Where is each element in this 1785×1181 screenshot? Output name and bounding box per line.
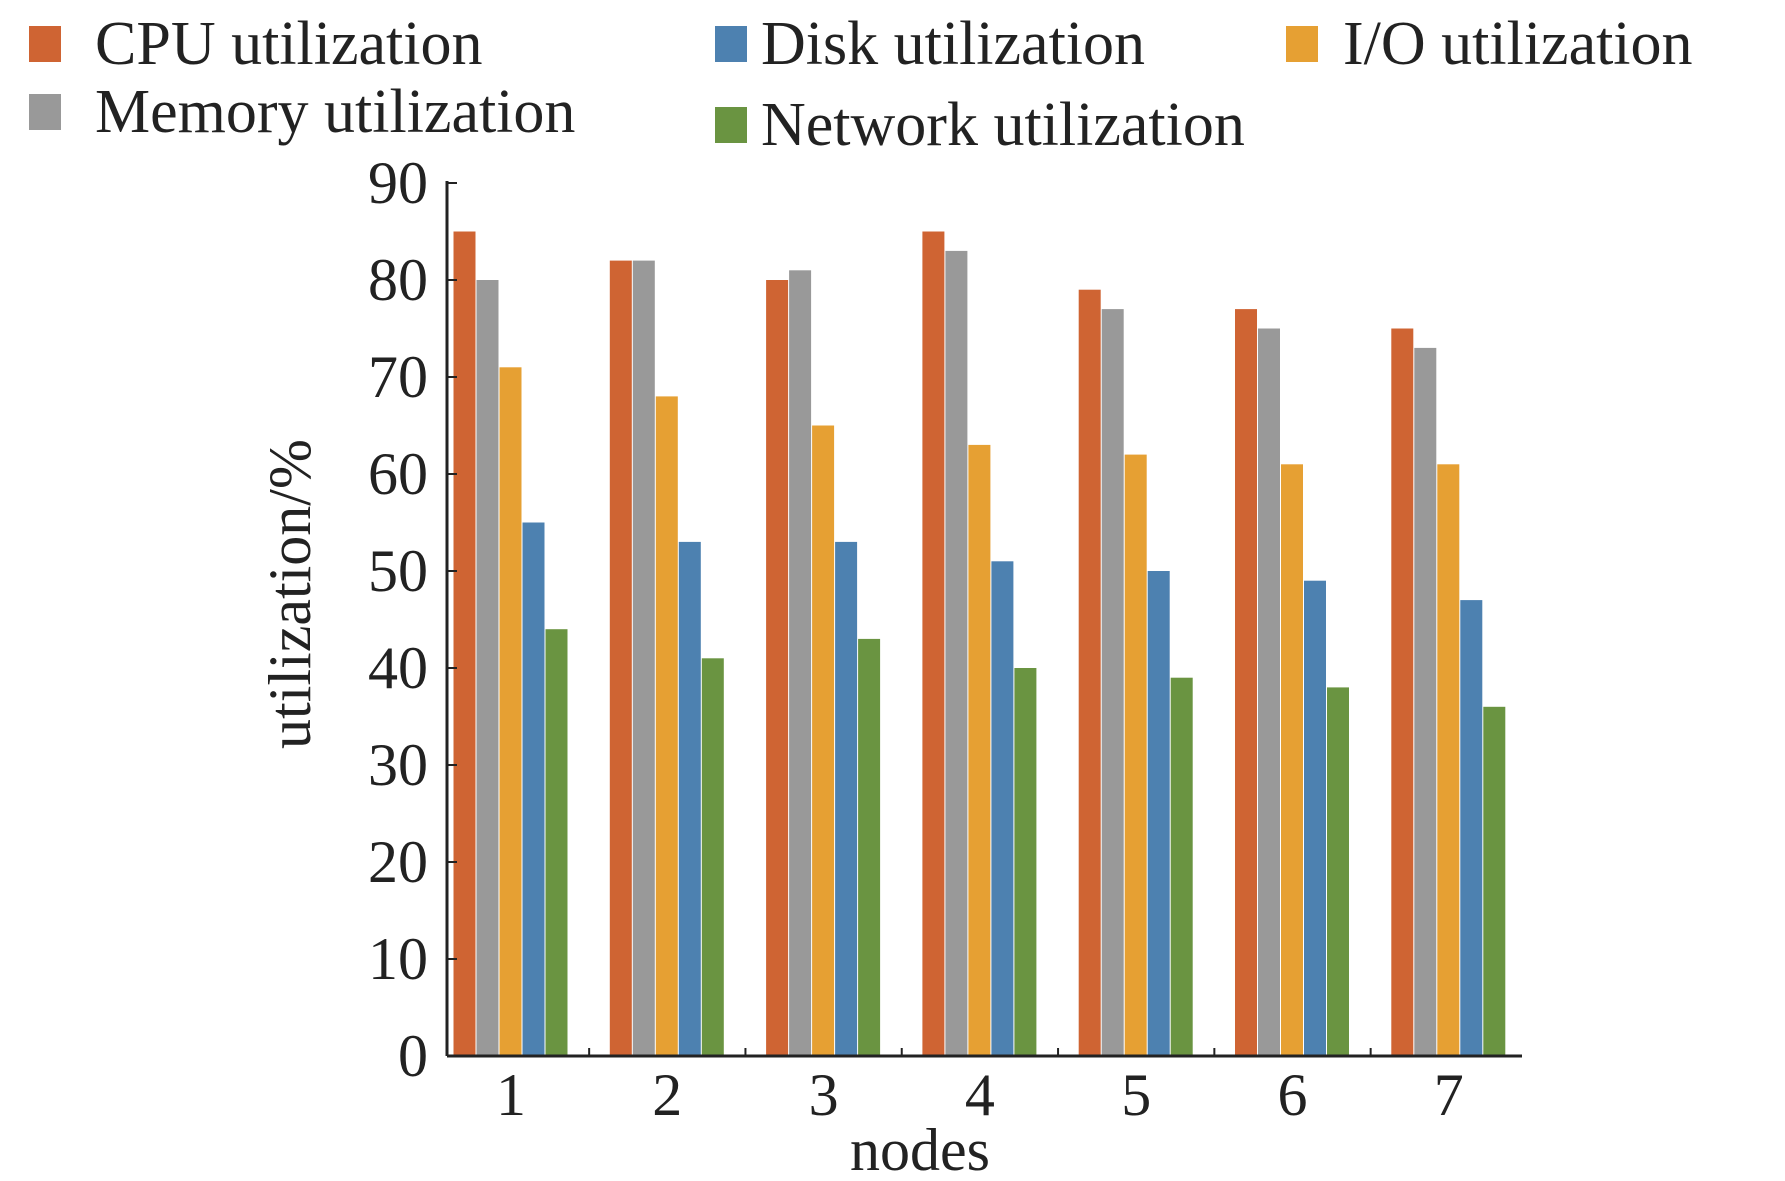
- legend-swatch-i-o-utilization: [1286, 26, 1318, 62]
- bar-cpu-utilizationnode-7: [1391, 328, 1414, 1056]
- bar-i-o-utilizationnode-1: [499, 367, 522, 1056]
- bar-memory-utilizationnode-5: [1101, 309, 1124, 1057]
- bar-i-o-utilizationnode-3: [812, 425, 835, 1056]
- x-tick-label: 7: [1434, 1062, 1464, 1128]
- bar-cpu-utilizationnode-1: [453, 231, 476, 1056]
- bar-i-o-utilizationnode-4: [968, 444, 991, 1056]
- legend-label-network-utilization: Network utilization: [761, 91, 1245, 159]
- bar-disk-utilizationnode-4: [991, 561, 1014, 1056]
- y-tick-label: 80: [368, 247, 428, 313]
- x-tick-label: 6: [1278, 1062, 1308, 1128]
- bar-i-o-utilizationnode-2: [655, 396, 678, 1056]
- bar-cpu-utilizationnode-6: [1235, 309, 1257, 1057]
- bar-memory-utilizationnode-7: [1414, 347, 1437, 1056]
- bar-network-utilizationnode-5: [1170, 677, 1193, 1056]
- y-tick-label: 30: [368, 732, 428, 798]
- bar-memory-utilizationnode-3: [789, 270, 812, 1056]
- legend-label-cpu-utilization: CPU utilization: [95, 10, 483, 78]
- legend-label-disk-utilization: Disk utilization: [761, 10, 1145, 78]
- bar-network-utilizationnode-2: [701, 658, 724, 1056]
- legend-swatch-network-utilization: [715, 107, 747, 143]
- bar-disk-utilizationnode-5: [1147, 571, 1170, 1056]
- x-axis-label: nodes: [850, 1117, 990, 1181]
- y-tick-label: 10: [368, 926, 428, 992]
- bar-i-o-utilizationnode-6: [1281, 464, 1303, 1056]
- bar-cpu-utilizationnode-5: [1078, 289, 1101, 1056]
- bar-cpu-utilizationnode-4: [922, 231, 945, 1056]
- bar-network-utilizationnode-3: [858, 638, 881, 1056]
- bar-memory-utilizationnode-6: [1258, 328, 1280, 1056]
- bar-memory-utilizationnode-1: [476, 280, 499, 1056]
- bar-memory-utilizationnode-4: [945, 250, 968, 1056]
- bar-network-utilizationnode-7: [1483, 706, 1506, 1056]
- y-tick-label: 20: [368, 829, 428, 895]
- x-tick-label: 1: [496, 1062, 526, 1128]
- legend: CPU utilization Disk utilization I/O utili…: [29, 10, 1693, 159]
- x-tick-label: 4: [965, 1062, 995, 1128]
- bars: [453, 231, 1506, 1057]
- bar-disk-utilizationnode-7: [1460, 600, 1483, 1056]
- y-axis-label: utilization/%: [257, 439, 323, 749]
- x-tick-label: 3: [809, 1062, 839, 1128]
- x-tick-label: 5: [1121, 1062, 1151, 1128]
- y-tick-label: 70: [368, 344, 428, 410]
- bar-cpu-utilizationnode-2: [609, 260, 632, 1057]
- bar-network-utilizationnode-6: [1327, 687, 1349, 1056]
- y-tick-label: 0: [398, 1023, 428, 1089]
- bar-disk-utilizationnode-6: [1304, 580, 1326, 1056]
- bar-i-o-utilizationnode-7: [1437, 464, 1460, 1056]
- bar-disk-utilizationnode-3: [835, 541, 858, 1056]
- bar-network-utilizationnode-4: [1014, 668, 1037, 1056]
- legend-swatch-disk-utilization: [715, 26, 747, 62]
- bar-disk-utilizationnode-1: [522, 522, 545, 1056]
- legend-label-memory-utilization: Memory utilization: [95, 78, 575, 146]
- bar-disk-utilizationnode-2: [678, 541, 701, 1056]
- y-tick-label: 40: [368, 635, 428, 701]
- y-tick-label: 60: [368, 441, 428, 507]
- axes: 0 10 20 30 40 50 60 70 80 90 1 2 3 4 5 6 7: [368, 150, 1522, 1128]
- y-tick-label: 50: [368, 538, 428, 604]
- legend-swatch-memory-utilization: [29, 94, 61, 130]
- bar-network-utilizationnode-1: [545, 629, 568, 1056]
- legend-label-i-o-utilization: I/O utilization: [1343, 10, 1693, 78]
- bar-i-o-utilizationnode-5: [1124, 454, 1147, 1057]
- legend-swatch-cpu-utilization: [29, 26, 61, 62]
- bar-memory-utilizationnode-2: [632, 260, 655, 1057]
- y-tick-label: 90: [368, 150, 428, 216]
- x-tick-label: 2: [652, 1062, 682, 1128]
- bar-cpu-utilizationnode-3: [766, 280, 789, 1056]
